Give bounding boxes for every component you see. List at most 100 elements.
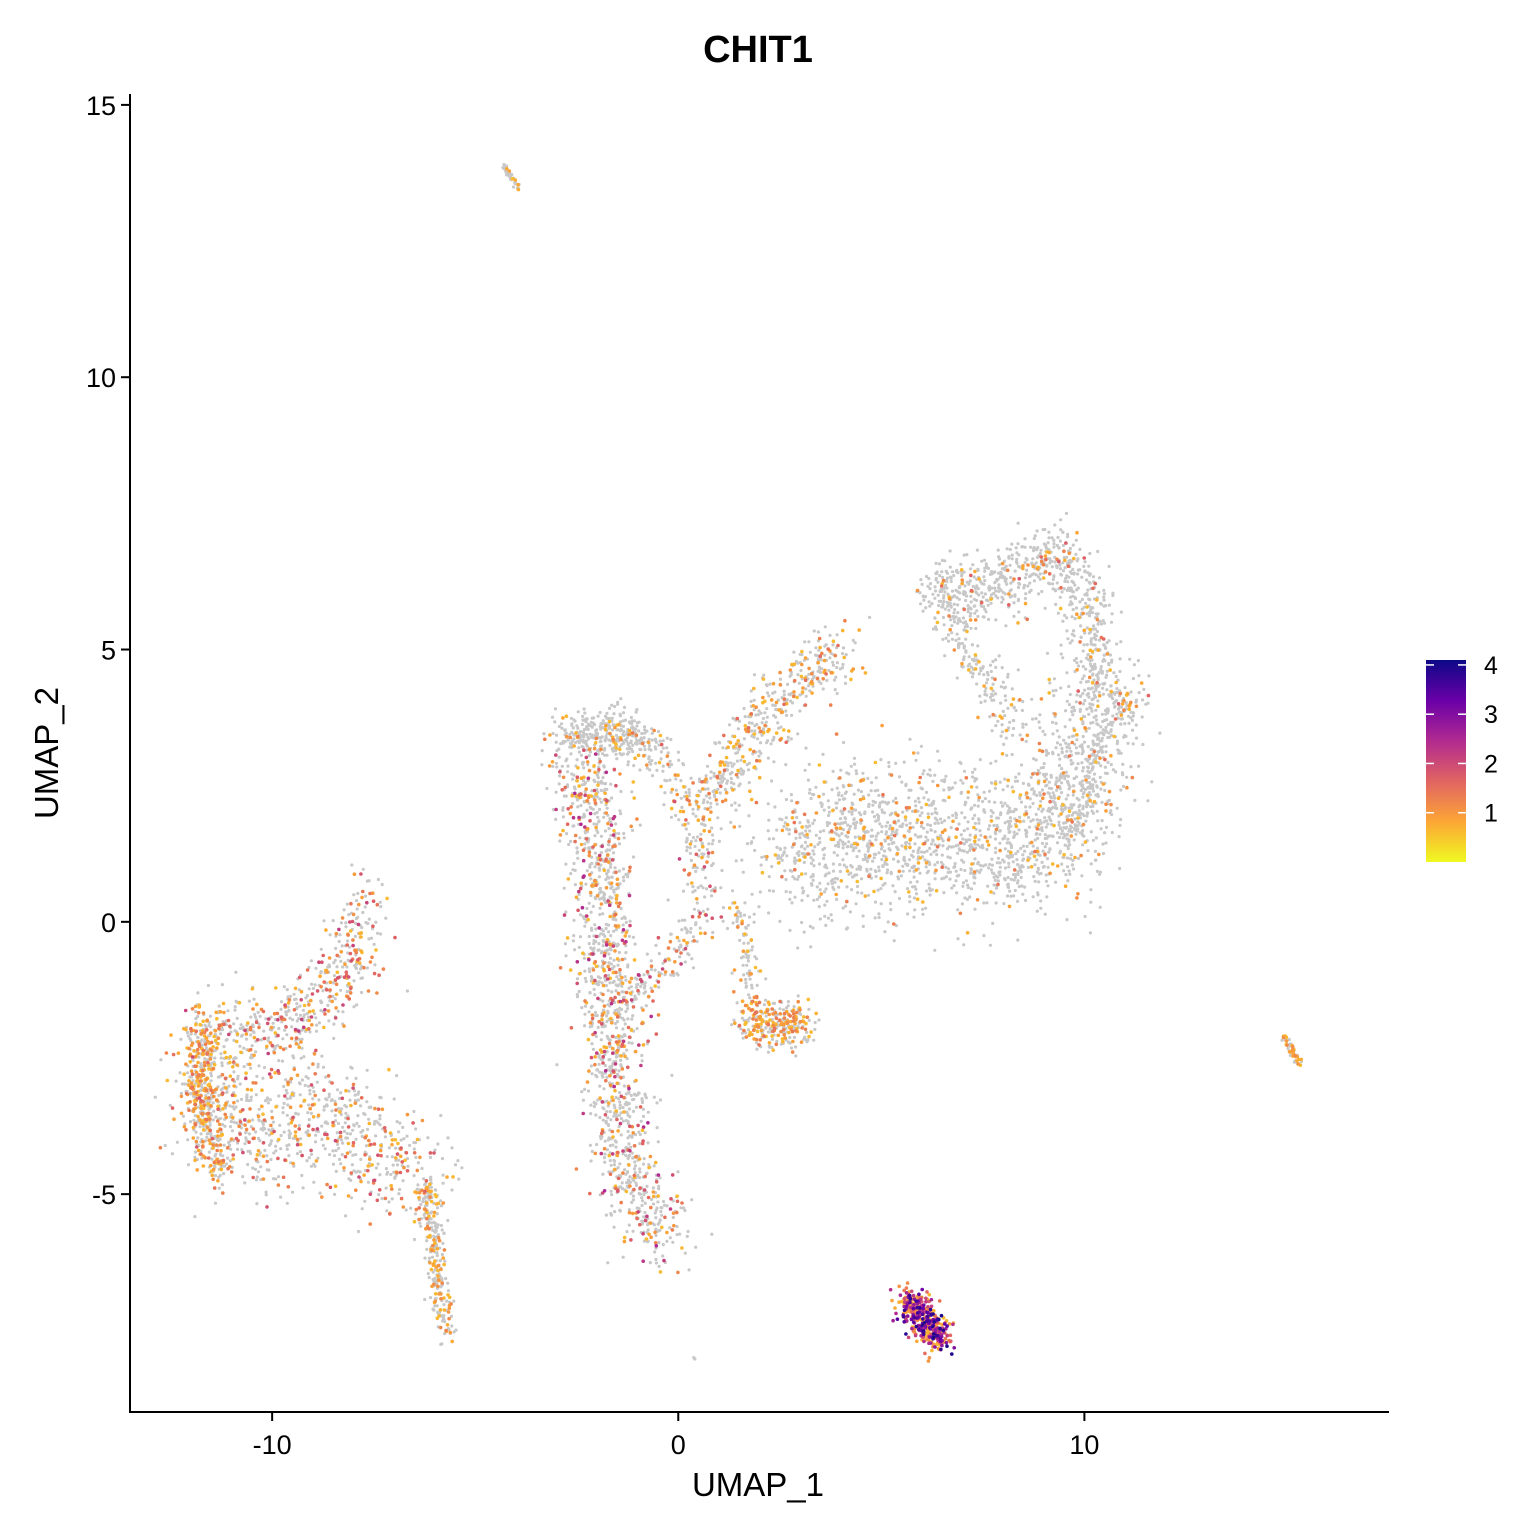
cell-point bbox=[768, 889, 772, 893]
cell-point bbox=[652, 1164, 656, 1168]
cell-point bbox=[357, 1090, 361, 1094]
cell-point bbox=[390, 1197, 394, 1201]
cell-point bbox=[360, 976, 364, 980]
cell-point bbox=[175, 1140, 179, 1144]
cell-point bbox=[186, 1034, 190, 1038]
cell-point bbox=[731, 716, 735, 720]
cell-point bbox=[791, 875, 795, 879]
cell-point bbox=[750, 983, 754, 987]
cell-point bbox=[964, 879, 969, 883]
cell-point bbox=[675, 1233, 679, 1237]
cell-point bbox=[1032, 875, 1036, 879]
cell-point bbox=[835, 853, 840, 857]
cell-point bbox=[1038, 832, 1042, 836]
cell-point bbox=[846, 844, 850, 849]
cell-point bbox=[716, 787, 720, 791]
cell-point bbox=[859, 813, 863, 817]
cell-point bbox=[643, 1092, 647, 1096]
cell-point bbox=[1003, 834, 1007, 838]
cell-point bbox=[838, 817, 843, 821]
cell-point bbox=[1043, 816, 1047, 820]
cell-point bbox=[366, 1127, 370, 1131]
cell-point bbox=[292, 1164, 296, 1168]
cell-point bbox=[600, 1073, 604, 1077]
cell-point bbox=[560, 726, 564, 730]
cell-point bbox=[753, 729, 757, 733]
cell-point bbox=[414, 1155, 418, 1159]
cell-point bbox=[717, 839, 722, 844]
cell-point bbox=[615, 757, 619, 761]
cell-point bbox=[998, 829, 1002, 833]
cell-point bbox=[626, 1156, 630, 1160]
cell-point bbox=[812, 818, 817, 822]
cell-point bbox=[855, 867, 859, 871]
cell-point bbox=[759, 751, 763, 756]
cell-point bbox=[811, 792, 815, 797]
cell-point bbox=[873, 789, 877, 793]
cell-point bbox=[261, 1122, 265, 1126]
cell-point bbox=[599, 1057, 603, 1061]
cell-point bbox=[427, 1256, 431, 1260]
cell-point bbox=[874, 870, 878, 874]
cell-point bbox=[365, 1100, 369, 1104]
cell-point bbox=[593, 993, 597, 997]
cell-point bbox=[942, 788, 946, 792]
cell-point bbox=[433, 1188, 437, 1192]
cell-point bbox=[634, 727, 638, 731]
cell-point bbox=[446, 1136, 450, 1140]
cell-point bbox=[1055, 776, 1059, 780]
cell-point bbox=[800, 653, 804, 657]
cell-point bbox=[835, 786, 839, 790]
chart-title: CHIT1 bbox=[703, 29, 813, 71]
cell-point bbox=[815, 885, 819, 889]
cell-point bbox=[914, 758, 918, 762]
cell-point bbox=[767, 875, 771, 879]
cell-point bbox=[307, 1118, 311, 1122]
cell-point bbox=[432, 1279, 436, 1284]
cell-point bbox=[378, 1173, 382, 1177]
cell-point bbox=[626, 1017, 630, 1021]
cell-point bbox=[601, 1172, 605, 1176]
cell-point bbox=[256, 1170, 261, 1174]
cell-point bbox=[617, 1069, 621, 1073]
cell-point bbox=[755, 983, 759, 988]
cell-point bbox=[685, 1234, 689, 1238]
cell-point bbox=[607, 930, 611, 934]
cell-point bbox=[839, 768, 843, 772]
cell-point bbox=[619, 812, 623, 816]
cell-point bbox=[765, 715, 769, 719]
cell-point bbox=[685, 849, 689, 853]
cell-point bbox=[687, 788, 691, 792]
cell-point bbox=[962, 842, 966, 846]
cell-point bbox=[993, 800, 997, 804]
cell-point bbox=[1055, 788, 1059, 792]
cell-point bbox=[924, 790, 929, 795]
cell-point bbox=[251, 1118, 255, 1122]
cell-point bbox=[1039, 871, 1043, 876]
cell-point bbox=[661, 746, 665, 750]
cell-point bbox=[999, 811, 1003, 815]
cell-point bbox=[431, 1228, 435, 1232]
cell-point bbox=[1072, 709, 1077, 713]
cell-point bbox=[307, 1066, 311, 1070]
cell-point bbox=[657, 1221, 661, 1225]
cell-point bbox=[1076, 856, 1081, 861]
cell-point bbox=[1132, 663, 1136, 667]
cell-point bbox=[687, 791, 692, 795]
cell-point bbox=[654, 943, 658, 948]
cell-point bbox=[684, 840, 689, 844]
cell-point bbox=[720, 868, 724, 873]
cell-point bbox=[850, 812, 854, 816]
cell-point bbox=[908, 737, 912, 741]
cell-point bbox=[194, 1010, 198, 1014]
cell-point bbox=[995, 861, 999, 865]
cell-point bbox=[840, 666, 845, 670]
cell-point bbox=[1054, 688, 1058, 693]
cell-point bbox=[618, 882, 622, 886]
cell-point bbox=[657, 952, 661, 956]
cell-point bbox=[831, 769, 835, 774]
cell-point bbox=[852, 756, 857, 760]
cell-point bbox=[321, 1065, 326, 1069]
cell-point bbox=[405, 989, 409, 993]
cell-point bbox=[1021, 844, 1025, 848]
